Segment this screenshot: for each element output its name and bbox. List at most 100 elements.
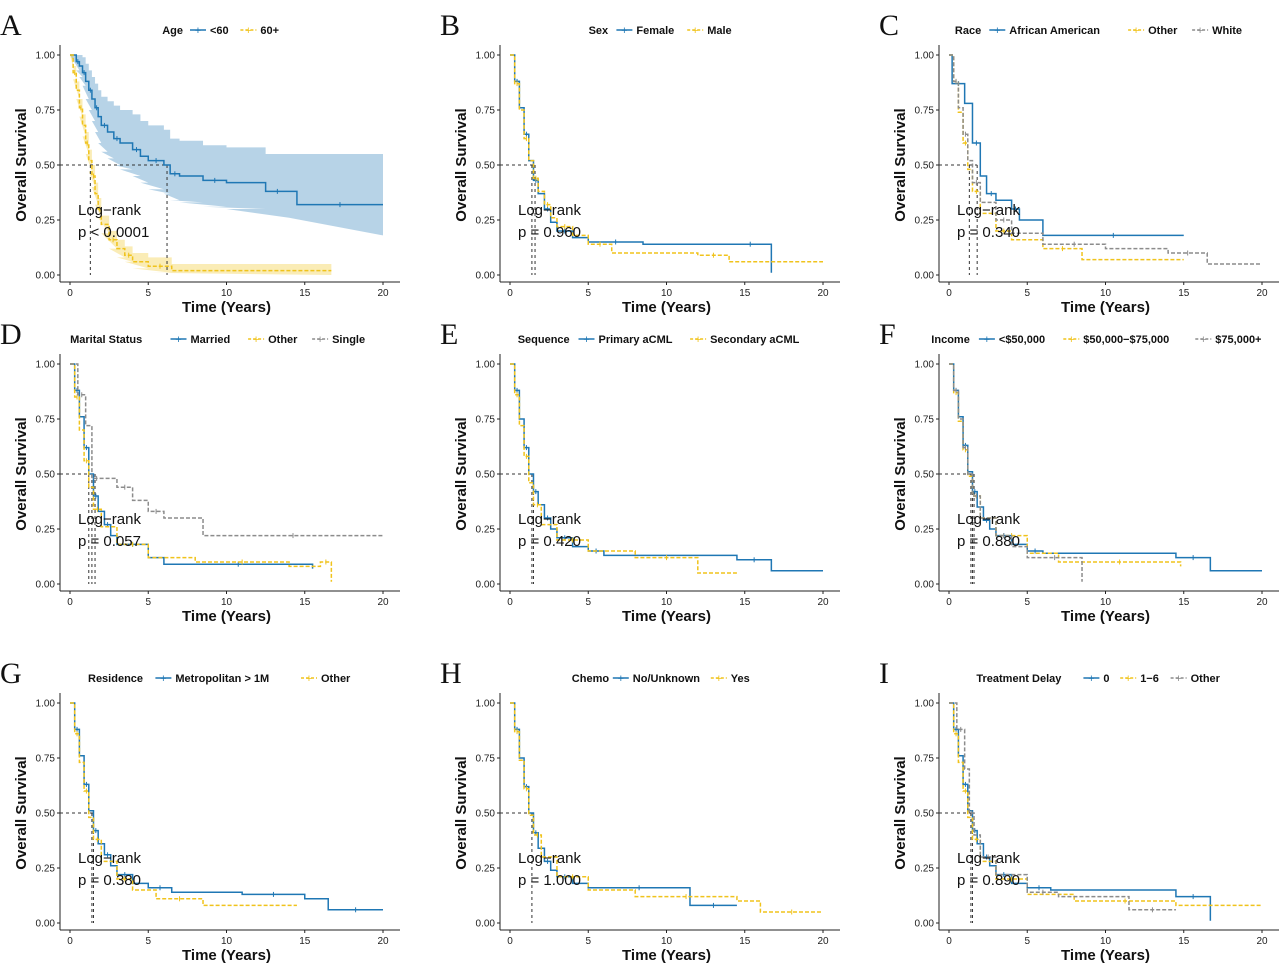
y-axis-title: Overall Survival [13,756,30,869]
x-axis-title: Time (Years) [1061,947,1150,964]
y-tick-label: 0.50 [915,470,935,481]
y-axis-title: Overall Survival [892,417,909,530]
x-tick-label: 0 [507,288,513,299]
panel-f: F Income + <$50,000 + $50,000−$75,000 + $75,000… [879,318,1279,625]
panel-letter: G [0,657,22,690]
legend-key-plus: + [984,334,990,346]
survival-curve [70,54,332,272]
p-value-label: p = 1.000 [518,872,581,889]
y-tick-label: 0.75 [915,106,935,117]
y-tick-label: 0.50 [915,809,935,820]
x-tick-label: 20 [377,936,389,947]
panel-letter: D [0,318,22,351]
y-tick-label: 1.00 [915,360,935,371]
legend-key-plus: + [1175,673,1181,685]
x-tick-label: 15 [739,288,751,299]
p-value-label: p = 0.420 [518,533,581,550]
legend-key-plus: + [195,25,201,37]
x-tick-label: 10 [221,288,233,299]
survival-curve [70,702,383,911]
y-axis-title: Overall Survival [892,108,909,221]
survival-curve [949,54,1184,237]
logrank-label: Log−rank [957,850,1020,867]
legend-label: $75,000+ [1215,334,1261,346]
x-tick-label: 15 [1178,597,1190,608]
x-tick-label: 10 [221,597,233,608]
legend-label: Other [1191,673,1221,685]
x-axis-title: Time (Years) [622,947,711,964]
x-tick-label: 10 [661,288,673,299]
y-tick-label: 0.00 [36,271,56,282]
legend-title: Chemo [572,673,610,685]
legend-key-plus: + [1088,673,1094,685]
y-axis-title: Overall Survival [892,756,909,869]
legend-key-plus: + [621,25,627,37]
y-tick-label: 0.25 [915,216,935,227]
x-tick-label: 10 [1100,597,1112,608]
p-value-label: p < 0.0001 [78,224,149,241]
legend-key-plus: + [618,673,624,685]
legend-label: Yes [731,673,750,685]
legend-title: Treatment Delay [976,673,1062,685]
legend-title: Sex [589,25,609,37]
legend: Marital Status + Married + Other + Single [70,334,365,346]
y-tick-label: 0.25 [476,216,496,227]
y-axis-title: Overall Survival [453,108,470,221]
legend-key-plus: + [1125,673,1131,685]
y-tick-label: 0.00 [476,580,496,591]
legend: Income + <$50,000 + $50,000−$75,000 + $75,000+ [931,334,1261,346]
x-tick-label: 20 [1256,597,1268,608]
logrank-label: Log−rank [518,511,581,528]
x-axis-title: Time (Years) [1061,608,1150,625]
survival-curve [70,363,383,537]
y-tick-label: 0.75 [36,106,56,117]
logrank-label: Log−rank [957,202,1020,219]
legend-label: Secondary aCML [710,334,800,346]
survival-curve [70,54,383,206]
legend-label: Female [636,25,674,37]
panel-letter: F [879,318,896,351]
legend: Race + African American + Other + White [955,25,1242,37]
x-tick-label: 10 [1100,288,1112,299]
legend-label: Other [268,334,298,346]
y-axis-title: Overall Survival [453,756,470,869]
legend-key-plus: + [1200,334,1206,346]
x-axis-title: Time (Years) [182,608,271,625]
legend-label: Single [332,334,365,346]
legend-label: Primary aCML [599,334,673,346]
x-tick-label: 0 [67,288,73,299]
y-tick-label: 0.75 [36,415,56,426]
y-axis-title: Overall Survival [453,417,470,530]
y-tick-label: 0.75 [476,106,496,117]
logrank-label: Log−rank [518,202,581,219]
y-tick-label: 0.50 [36,470,56,481]
p-value-label: p = 0.890 [957,872,1020,889]
y-tick-label: 0.00 [476,919,496,930]
y-tick-label: 0.75 [476,415,496,426]
x-tick-label: 15 [1178,288,1190,299]
x-axis-title: Time (Years) [182,299,271,316]
x-tick-label: 15 [299,597,311,608]
x-tick-label: 0 [67,597,73,608]
y-tick-label: 0.00 [915,580,935,591]
panel-h: H Chemo + No/Unknown + Yes 0.00 0.25 0.50 0.75 1.0… [440,657,840,964]
legend: Treatment Delay +0 +1−6 + Other [976,673,1220,685]
legend-title: Residence [88,673,143,685]
x-tick-label: 5 [145,936,151,947]
panel-letter: B [440,9,460,42]
legend-label: African American [1009,25,1100,37]
survival-curve [949,363,1182,567]
survival-curve [70,363,333,582]
survival-curve [949,54,1262,265]
x-axis-title: Time (Years) [182,947,271,964]
legend-label: Male [707,25,731,37]
legend: Residence + Metropolitan > 1M + Other [88,673,351,685]
p-value-label: p = 0.057 [78,533,141,550]
x-tick-label: 5 [145,597,151,608]
y-tick-label: 0.75 [915,415,935,426]
legend: Chemo + No/Unknown + Yes [572,673,750,685]
legend-label: <$50,000 [999,334,1045,346]
y-tick-label: 0.50 [915,161,935,172]
legend-label: Other [321,673,351,685]
logrank-label: Log−rank [78,511,141,528]
